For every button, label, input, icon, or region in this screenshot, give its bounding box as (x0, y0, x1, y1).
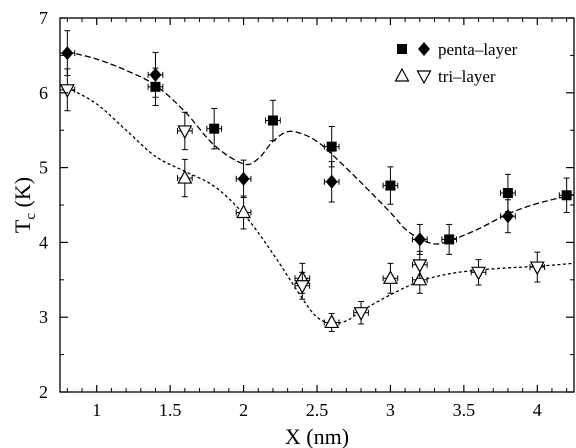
x-tick-label: 2 (239, 400, 248, 420)
diamond-filled-marker (237, 171, 250, 186)
square-filled-marker (444, 234, 455, 245)
penta-layer-diamond-filled-point (411, 223, 428, 255)
legend-marker (394, 67, 410, 82)
penta-layer-fit-curve (67, 51, 575, 245)
y-axis-title-subscript: c (23, 213, 39, 220)
x-axis-title: X (nm) (285, 424, 349, 448)
tri-layer-fit-curve (66, 87, 575, 325)
legend: penta–layer tri–layer (394, 40, 518, 86)
square-filled-marker (267, 115, 278, 126)
diamond-filled-marker (413, 232, 426, 247)
x-tick-label: 4 (533, 400, 542, 420)
penta-layer-square-filled-point (323, 125, 340, 168)
legend-entry: penta–layer (397, 40, 518, 59)
y-axis-title: Tc (K) (10, 177, 39, 233)
tri-layer-triangle-down-open-point (470, 259, 487, 286)
tri-layer-triangle-up-open-point (235, 195, 252, 230)
tri-layer-triangle-down-open-point (294, 271, 311, 300)
square-filled-marker (385, 180, 396, 191)
plot-frame (59, 17, 575, 393)
triangle-up-open-marker (236, 204, 252, 219)
triangle-down-open-marker (412, 259, 428, 274)
triangle-down-open-marker (471, 266, 487, 281)
triangle-down-open-marker (529, 261, 545, 276)
legend-marker (397, 44, 407, 54)
penta-layer-diamond-filled-point (500, 199, 516, 234)
tri-layer-triangle-down-open-point (59, 68, 76, 112)
x-tick-label: 3.5 (453, 400, 476, 420)
penta-layer-square-filled-point (558, 177, 575, 213)
penta-layer-square-filled-point (441, 223, 458, 255)
tri-layer-triangle-down-open-point (411, 250, 428, 279)
square-filled-marker (502, 188, 513, 199)
diamond-filled-marker (501, 209, 514, 224)
square-filled-marker (326, 141, 337, 152)
diamond-filled-marker (325, 174, 338, 189)
legend-label: penta–layer (438, 40, 518, 59)
x-tick-label: 3 (386, 400, 395, 420)
x-tick-label: 1.5 (159, 400, 182, 420)
triangle-up-open-marker (324, 314, 340, 329)
triangle-up-open-marker (382, 270, 398, 284)
triangle-up-open-marker (177, 169, 193, 184)
penta-layer-diamond-filled-point (147, 51, 164, 98)
y-tick-label: 6 (39, 83, 48, 103)
tri-layer-triangle-down-open-point (529, 251, 546, 283)
diamond-filled-marker (149, 67, 162, 82)
legend-marker (418, 42, 430, 56)
fit-curves (66, 51, 575, 325)
y-tick-label: 2 (39, 382, 48, 402)
tri-layer-triangle-up-open-point (382, 262, 399, 294)
y-tick-label: 5 (39, 158, 48, 178)
legend-marker (416, 70, 432, 85)
y-tick-label: 4 (39, 232, 48, 252)
y-axis-title-main: T (10, 219, 35, 233)
tri-layer-triangle-down-open-point (353, 300, 369, 325)
tri-layer-triangle-up-open-point (323, 312, 340, 332)
legend-entry: tri–layer (394, 67, 496, 86)
square-filled-marker (561, 190, 572, 201)
triangle-down-open-marker (294, 280, 310, 295)
y-tick-label: 3 (39, 307, 48, 327)
tri-layer-triangle-down-open-point (176, 111, 193, 151)
tri-layer-triangle-up-open-point (176, 158, 193, 198)
penta-layer-diamond-filled-point (59, 30, 76, 77)
y-axis-title-unit: (K) (10, 177, 35, 213)
triangle-down-open-marker (177, 125, 193, 140)
y-tick-label: 7 (39, 8, 48, 28)
data-points (59, 30, 575, 332)
square-filled-marker (209, 123, 220, 134)
penta-layer-diamond-filled-point (323, 161, 340, 203)
x-tick-label: 1 (92, 400, 101, 420)
penta-layer-diamond-filled-point (235, 159, 252, 199)
x-tick-label: 2.5 (306, 400, 329, 420)
triangle-down-open-marker (59, 84, 75, 99)
diamond-filled-marker (61, 46, 74, 61)
legend-label: tri–layer (438, 67, 496, 86)
penta-layer-square-filled-point (265, 99, 281, 142)
penta-layer-square-filled-point (206, 108, 223, 150)
penta-layer-square-filled-point (382, 166, 399, 205)
axis-ticks: 1 1.5 2 2.5 3 3.5 4 2 3 4 5 6 7 (39, 8, 574, 420)
triangle-down-open-marker (353, 307, 369, 321)
